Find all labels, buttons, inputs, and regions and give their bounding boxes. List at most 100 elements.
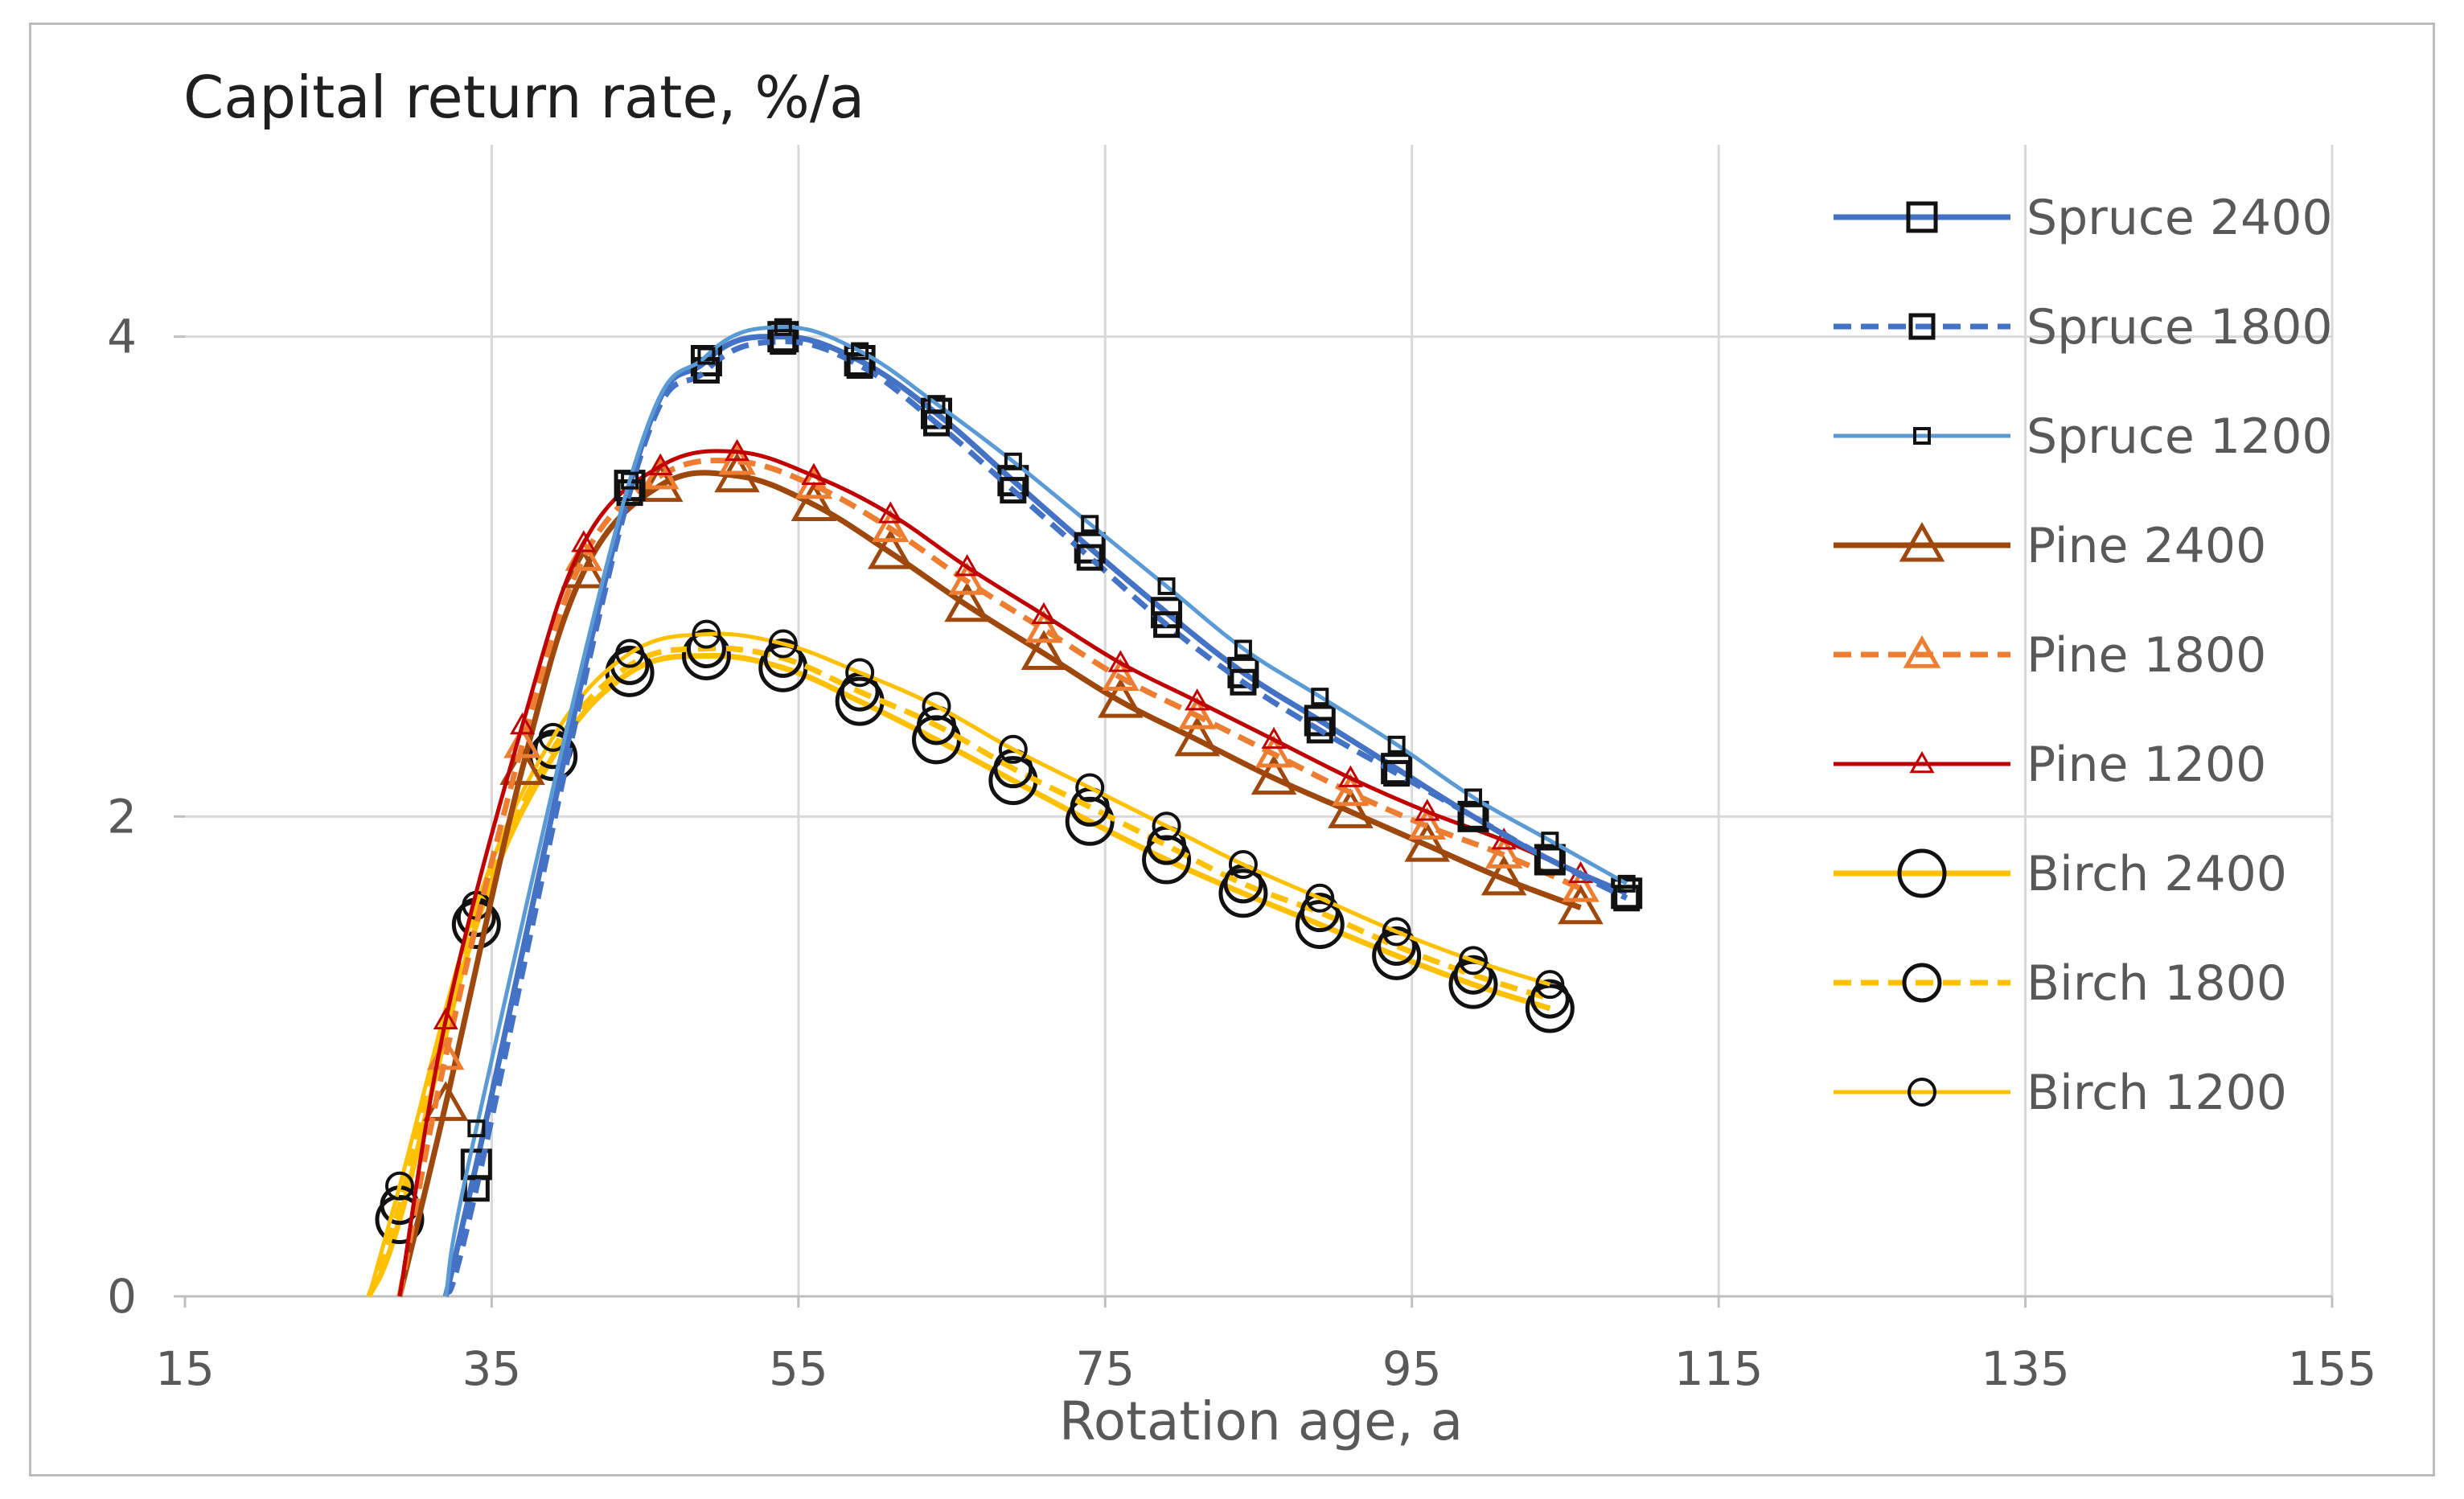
- data-point: [433, 1007, 458, 1030]
- axes: 15 35 55 75 95 115 135 155 0 2 4: [107, 310, 2376, 1396]
- legend-label: Spruce 1800: [2027, 299, 2333, 355]
- data-point: [927, 395, 946, 413]
- x-axis-label: Rotation age, a: [1059, 1390, 1463, 1452]
- data-point: [1415, 799, 1440, 821]
- data-point: [621, 471, 639, 490]
- data-point: [1897, 848, 1947, 898]
- data-point: [770, 328, 797, 355]
- data-point: [1152, 811, 1181, 841]
- data-point: [1000, 477, 1027, 504]
- data-point: [503, 725, 541, 758]
- data-point: [948, 561, 986, 595]
- data-point: [998, 734, 1028, 764]
- legend: Spruce 2400 Spruce 1800 Spruce 1200 Pine 24…: [1834, 190, 2333, 1121]
- data-point: [697, 347, 716, 365]
- data-point: [955, 554, 980, 577]
- legend-label: Pine 1200: [2027, 737, 2266, 793]
- y-tick-label: 2: [107, 789, 137, 844]
- data-point: [1300, 893, 1340, 933]
- legend-label: Birch 1800: [2027, 955, 2287, 1012]
- data-point: [614, 470, 646, 502]
- data-point: [467, 1119, 486, 1138]
- data-point: [1305, 883, 1335, 913]
- data-point: [686, 629, 726, 668]
- data-point: [851, 342, 869, 360]
- data-point: [1382, 917, 1411, 947]
- data-point: [1153, 611, 1181, 639]
- data-point: [1304, 704, 1336, 737]
- x-tick-label: 55: [769, 1341, 828, 1396]
- legend-item: Birch 2400: [1834, 846, 2287, 902]
- data-point: [1075, 773, 1105, 803]
- data-point: [1107, 650, 1133, 672]
- data-point: [1332, 773, 1370, 807]
- data-point: [871, 509, 910, 543]
- legend-item: Birch 1200: [1834, 1065, 2287, 1121]
- data-point: [1534, 844, 1566, 876]
- data-point: [1464, 788, 1482, 807]
- data-point: [768, 629, 798, 659]
- series-line: [367, 631, 1551, 1297]
- series-line: [442, 339, 1628, 1297]
- data-point: [1383, 760, 1411, 787]
- data-point: [1228, 850, 1258, 879]
- data-point: [1459, 946, 1488, 975]
- data-point: [922, 692, 951, 721]
- data-point: [1021, 630, 1067, 670]
- data-point: [1408, 807, 1447, 840]
- series-birch-1200: [367, 619, 1565, 1297]
- series-line: [397, 449, 1582, 1297]
- data-point: [615, 639, 645, 668]
- legend-item: Spruce 2400: [1834, 190, 2333, 246]
- legend-label: Spruce 1200: [2027, 409, 2333, 465]
- data-point: [791, 481, 837, 521]
- series-pine-1200: [397, 438, 1594, 1297]
- data-point: [1530, 979, 1570, 1019]
- data-point: [1255, 734, 1293, 768]
- data-point: [1081, 515, 1099, 533]
- legend-label: Pine 1800: [2027, 627, 2266, 684]
- legend-item: Pine 1800: [1834, 627, 2266, 684]
- data-point: [724, 438, 750, 462]
- data-point: [1337, 765, 1364, 787]
- legend-label: Birch 2400: [2027, 846, 2287, 902]
- data-point: [1261, 726, 1287, 750]
- data-point: [1541, 832, 1559, 850]
- x-tick-label: 95: [1382, 1341, 1442, 1396]
- data-point: [385, 1171, 414, 1201]
- data-point: [1525, 984, 1575, 1033]
- data-point: [1295, 900, 1345, 950]
- data-point: [944, 581, 990, 622]
- data-point: [867, 529, 914, 569]
- grid-lines: [185, 145, 2334, 1296]
- data-point: [1230, 668, 1257, 696]
- data-point: [846, 351, 873, 379]
- series-line: [396, 470, 1582, 1297]
- data-point: [1913, 427, 1931, 445]
- data-point: [1218, 869, 1268, 918]
- data-point: [1909, 750, 1935, 774]
- series-line: [442, 334, 1628, 1297]
- data-point: [1908, 1078, 1936, 1107]
- data-point: [767, 321, 799, 353]
- data-point: [1535, 970, 1565, 1000]
- x-tick-label: 35: [462, 1341, 522, 1396]
- data-point: [1377, 926, 1417, 966]
- legend-item: Spruce 1800: [1834, 299, 2333, 355]
- data-point: [1157, 577, 1176, 595]
- series-spruce-1200: [443, 318, 1636, 1297]
- data-point: [1902, 963, 1942, 1003]
- data-point: [1098, 678, 1144, 718]
- data-point: [1174, 716, 1221, 757]
- data-point: [763, 638, 803, 678]
- chart-title: Capital return rate, %/a: [183, 64, 864, 131]
- data-point: [1306, 717, 1333, 744]
- data-point: [1457, 800, 1489, 832]
- series-birch-1800: [366, 629, 1570, 1298]
- legend-item: Birch 1800: [1834, 955, 2287, 1012]
- data-point: [1102, 658, 1140, 692]
- data-point: [1404, 822, 1451, 862]
- series-pine-1800: [396, 441, 1600, 1297]
- data-point: [375, 1195, 425, 1245]
- data-point: [1250, 754, 1297, 795]
